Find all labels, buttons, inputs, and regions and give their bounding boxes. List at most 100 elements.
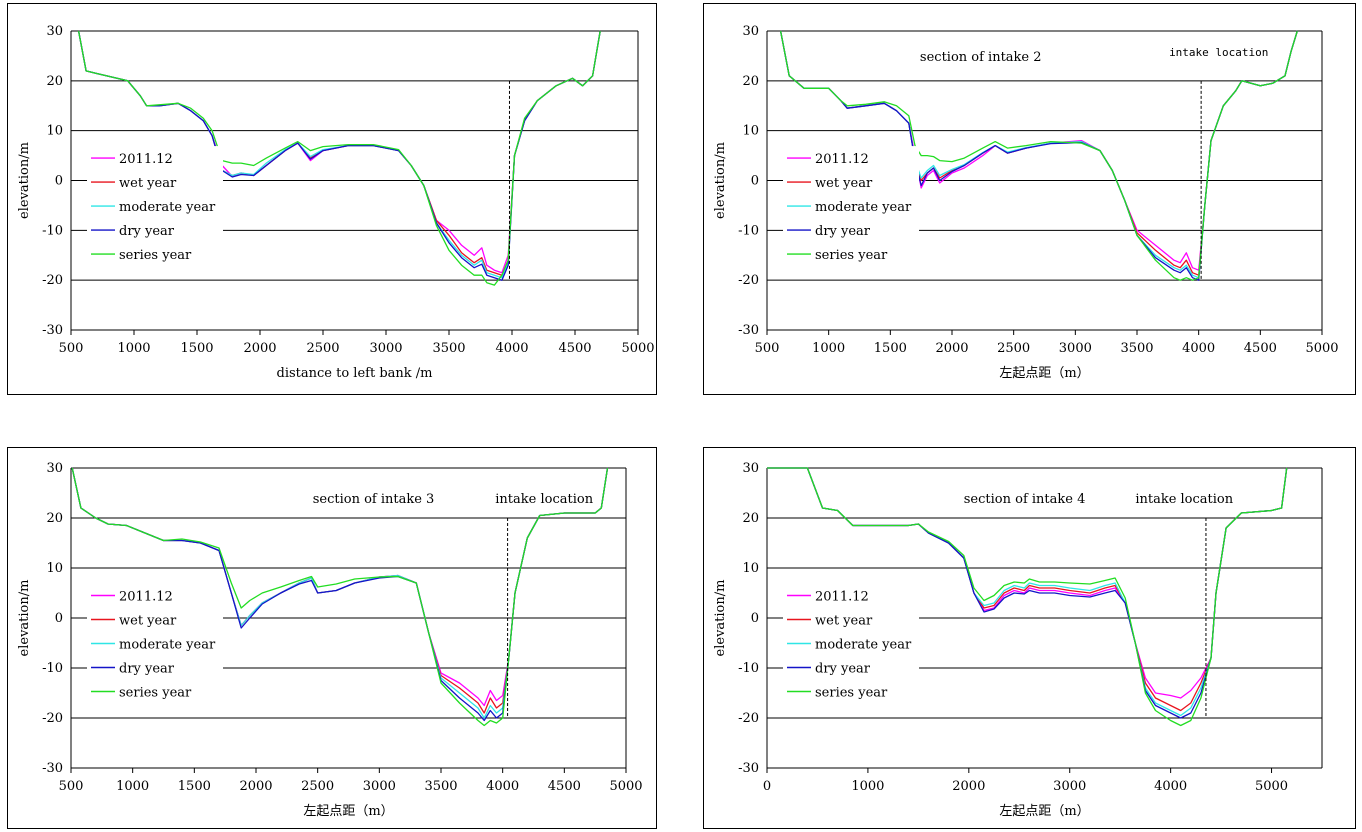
y-axis-title: elevation/m xyxy=(17,142,32,219)
legend-label-wet-year: wet year xyxy=(815,614,873,629)
x-axis-title: 左起点距（m） xyxy=(303,804,393,819)
annotation-label: section of intake 4 xyxy=(964,492,1086,507)
legend-label-dry-year: dry year xyxy=(815,224,871,239)
y-tick-label: -20 xyxy=(42,273,63,288)
legend-label-series-year: series year xyxy=(119,686,192,701)
y-tick-label: 30 xyxy=(46,24,63,39)
chart-svg-2: 30 20 10 0 -10 -20 -30 500 1000 1500 2000 2500 3000 3… xyxy=(713,24,1339,381)
y-tick-label: -30 xyxy=(42,761,63,776)
legend-label-wet-year: wet year xyxy=(119,176,177,191)
annotation-label: section of intake 3 xyxy=(313,492,435,507)
legend-label-series-year: series year xyxy=(815,686,888,701)
legend-label-2011-12: 2011.12 xyxy=(815,152,869,167)
y-tick-label: -20 xyxy=(738,273,759,288)
x-tick-label: 4000 xyxy=(1182,341,1215,356)
x-tick-label: 2500 xyxy=(997,341,1030,356)
legend-label-moderate-year: moderate year xyxy=(119,638,216,653)
x-axis-title: 左起点距（m） xyxy=(999,366,1089,381)
x-tick-label: 2500 xyxy=(301,779,334,794)
x-tick-label: 4500 xyxy=(1244,341,1277,356)
series-line-series-year xyxy=(779,30,1298,281)
legend-label-wet-year: wet year xyxy=(815,176,873,191)
x-tick-label: 5000 xyxy=(1255,779,1288,794)
x-tick-label: 4000 xyxy=(495,341,528,356)
series-line-series-year xyxy=(71,467,609,727)
chart-panel-3: 30 20 10 0 -10 -20 -30 500 1000 1500 2000 2500 3000 3… xyxy=(7,447,657,829)
chart-svg-1: 30 20 10 0 -10 -20 -30 500 1000 1500 2000 2500 3000 3… xyxy=(17,24,655,381)
x-tick-label: 1000 xyxy=(117,341,150,356)
x-tick-label: 500 xyxy=(755,341,780,356)
x-tick-label: 3000 xyxy=(363,779,396,794)
x-tick-label: 3000 xyxy=(1053,779,1086,794)
legend-label-moderate-year: moderate year xyxy=(119,200,216,215)
legend-label-series-year: series year xyxy=(815,248,888,263)
legend-label-2011-12: 2011.12 xyxy=(119,590,173,605)
y-tick-label: -10 xyxy=(738,223,759,238)
y-tick-label: 10 xyxy=(46,124,63,139)
y-tick-label: -20 xyxy=(42,711,63,726)
y-tick-label: 30 xyxy=(742,24,759,39)
legend-label-dry-year: dry year xyxy=(815,662,871,677)
x-axis-title: distance to left bank /m xyxy=(277,366,433,381)
y-tick-label: 10 xyxy=(742,561,759,576)
x-tick-label: 500 xyxy=(59,779,84,794)
annotation-label: intake location xyxy=(1169,46,1268,59)
chart-panel-4: 30 20 10 0 -10 -20 -30 0 1000 2000 3000 4000 5000 左起点… xyxy=(703,447,1356,829)
x-tick-label: 3000 xyxy=(369,341,402,356)
x-tick-label: 5000 xyxy=(1305,341,1338,356)
legend-background xyxy=(87,146,223,269)
x-tick-label: 2000 xyxy=(243,341,276,356)
series-line-series-year xyxy=(77,30,601,286)
legend-background xyxy=(783,146,919,269)
x-tick-label: 3500 xyxy=(432,341,465,356)
x-tick-label: 500 xyxy=(59,341,84,356)
x-tick-label: 1000 xyxy=(116,779,149,794)
x-tick-label: 5000 xyxy=(609,779,642,794)
x-tick-label: 0 xyxy=(763,779,771,794)
x-tick-label: 1500 xyxy=(180,341,213,356)
legend-label-series-year: series year xyxy=(119,248,192,263)
legend-label-dry-year: dry year xyxy=(119,662,175,677)
y-tick-label: -30 xyxy=(738,761,759,776)
y-axis-title: elevation/m xyxy=(713,580,728,657)
x-tick-label: 3500 xyxy=(424,779,457,794)
x-tick-label: 2500 xyxy=(306,341,339,356)
chart-panel-1: 30 20 10 0 -10 -20 -30 500 1000 1500 2000 2500 3000 3… xyxy=(7,3,657,395)
chart-svg-3: 30 20 10 0 -10 -20 -30 500 1000 1500 2000 2500 3000 3… xyxy=(17,461,643,819)
x-axis-title: 左起点距（m） xyxy=(999,804,1089,819)
y-tick-label: -30 xyxy=(738,323,759,338)
legend-label-2011-12: 2011.12 xyxy=(119,152,173,167)
x-tick-label: 4000 xyxy=(486,779,519,794)
x-tick-label: 2000 xyxy=(935,341,968,356)
y-tick-label: 20 xyxy=(742,74,759,89)
legend-label-moderate-year: moderate year xyxy=(815,200,912,215)
y-tick-label: 0 xyxy=(751,174,759,189)
y-tick-label: -10 xyxy=(42,223,63,238)
x-tick-label: 1000 xyxy=(812,341,845,356)
y-tick-label: -20 xyxy=(738,711,759,726)
x-tick-label: 4500 xyxy=(548,779,581,794)
legend-label-wet-year: wet year xyxy=(119,614,177,629)
y-tick-label: -30 xyxy=(42,323,63,338)
y-tick-label: 0 xyxy=(751,611,759,626)
legend-background xyxy=(87,583,223,706)
annotation-label: section of intake 2 xyxy=(920,50,1042,65)
y-axis-title: elevation/m xyxy=(713,142,728,219)
x-tick-label: 3000 xyxy=(1059,341,1092,356)
y-tick-label: -10 xyxy=(738,661,759,676)
x-tick-label: 4500 xyxy=(558,341,591,356)
legend-label-dry-year: dry year xyxy=(119,224,175,239)
x-tick-label: 2000 xyxy=(952,779,985,794)
y-tick-label: 0 xyxy=(55,611,63,626)
y-tick-label: 10 xyxy=(742,124,759,139)
y-tick-label: 20 xyxy=(46,511,63,526)
legend-label-moderate-year: moderate year xyxy=(815,638,912,653)
y-tick-label: -10 xyxy=(42,661,63,676)
y-tick-label: 30 xyxy=(742,461,759,476)
x-tick-label: 3500 xyxy=(1120,341,1153,356)
y-tick-label: 10 xyxy=(46,561,63,576)
x-tick-label: 1500 xyxy=(178,779,211,794)
y-tick-label: 20 xyxy=(742,511,759,526)
x-tick-label: 1000 xyxy=(851,779,884,794)
annotation-label: intake location xyxy=(1135,492,1233,507)
